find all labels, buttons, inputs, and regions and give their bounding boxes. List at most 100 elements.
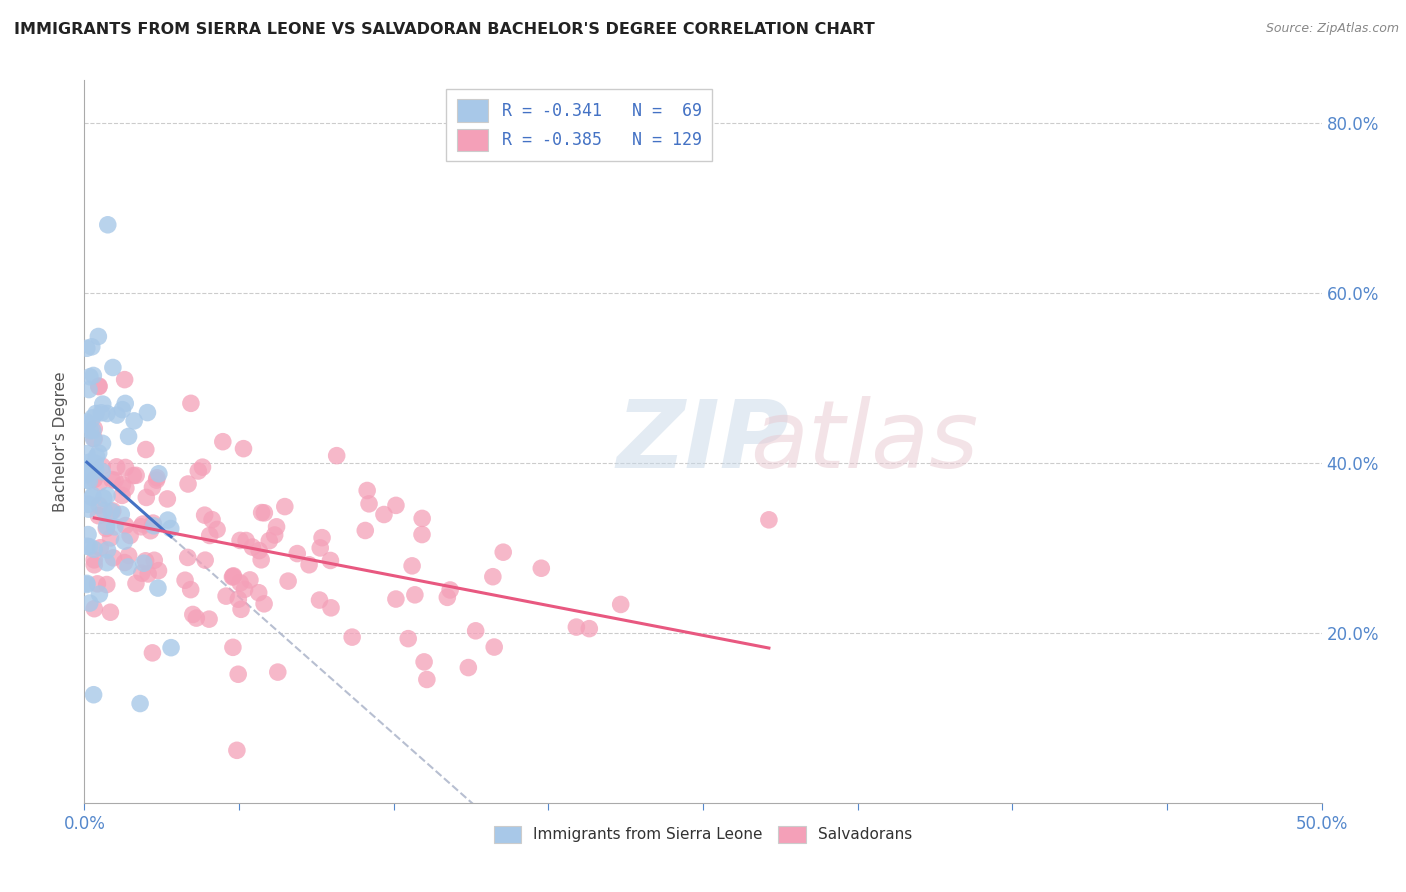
Point xyxy=(325,449,347,463)
Point xyxy=(101,473,124,487)
Point xyxy=(222,569,245,583)
Point xyxy=(436,591,458,605)
Point xyxy=(91,397,114,411)
Point xyxy=(114,534,136,549)
Point xyxy=(93,503,115,517)
Point xyxy=(373,508,395,522)
Point xyxy=(142,516,165,530)
Point xyxy=(96,519,118,533)
Point xyxy=(191,460,214,475)
Point xyxy=(609,598,631,612)
Point xyxy=(80,340,103,354)
Point xyxy=(93,491,115,505)
Point xyxy=(77,497,100,511)
Point xyxy=(340,630,363,644)
Point xyxy=(96,407,118,421)
Point xyxy=(79,424,101,438)
Point xyxy=(198,612,221,626)
Point xyxy=(117,429,139,443)
Point xyxy=(110,508,132,522)
Point xyxy=(82,431,104,445)
Point xyxy=(385,592,408,607)
Point xyxy=(357,497,380,511)
Point xyxy=(96,522,118,536)
Text: Source: ZipAtlas.com: Source: ZipAtlas.com xyxy=(1265,22,1399,36)
Point xyxy=(319,600,342,615)
Point xyxy=(253,506,276,520)
Point xyxy=(83,558,105,572)
Point xyxy=(90,406,112,420)
Point xyxy=(96,543,118,558)
Point xyxy=(86,577,108,591)
Point xyxy=(222,640,245,655)
Point xyxy=(174,573,197,587)
Point xyxy=(186,611,208,625)
Point xyxy=(86,450,108,464)
Point xyxy=(77,502,100,516)
Point xyxy=(228,592,250,607)
Point xyxy=(396,632,419,646)
Point xyxy=(319,553,342,567)
Point xyxy=(135,491,157,505)
Point xyxy=(221,570,243,584)
Point xyxy=(83,688,105,702)
Point xyxy=(285,547,308,561)
Point xyxy=(83,553,105,567)
Point xyxy=(76,415,98,429)
Point xyxy=(309,541,332,555)
Point xyxy=(120,528,142,542)
Point xyxy=(104,520,127,534)
Point xyxy=(141,646,163,660)
Point xyxy=(101,360,124,375)
Point xyxy=(76,576,98,591)
Point xyxy=(530,561,553,575)
Point xyxy=(122,414,145,428)
Point xyxy=(250,506,273,520)
Point xyxy=(76,464,98,478)
Point xyxy=(194,553,217,567)
Point xyxy=(84,456,107,470)
Point xyxy=(259,533,281,548)
Point xyxy=(233,582,256,597)
Point xyxy=(145,473,167,487)
Point xyxy=(401,558,423,573)
Point xyxy=(180,396,202,410)
Point xyxy=(187,464,209,478)
Point xyxy=(250,553,273,567)
Point xyxy=(404,588,426,602)
Point xyxy=(83,432,105,446)
Point xyxy=(87,508,110,523)
Point xyxy=(758,513,780,527)
Point xyxy=(267,665,290,679)
Point xyxy=(229,602,252,616)
Point xyxy=(96,489,118,503)
Point xyxy=(308,593,330,607)
Point xyxy=(136,406,159,420)
Point xyxy=(263,528,285,542)
Point xyxy=(105,408,128,422)
Point xyxy=(160,640,183,655)
Point xyxy=(177,550,200,565)
Point xyxy=(122,468,145,483)
Point xyxy=(91,465,114,479)
Point xyxy=(492,545,515,559)
Point xyxy=(139,524,162,538)
Point xyxy=(411,511,433,525)
Point xyxy=(274,500,297,514)
Point xyxy=(84,407,107,421)
Point xyxy=(136,566,159,581)
Point xyxy=(141,480,163,494)
Point xyxy=(131,566,153,581)
Point xyxy=(132,517,155,532)
Point xyxy=(79,540,101,554)
Point xyxy=(82,368,104,383)
Point xyxy=(79,455,101,469)
Point xyxy=(79,596,101,610)
Point xyxy=(125,576,148,591)
Text: IMMIGRANTS FROM SIERRA LEONE VS SALVADORAN BACHELOR'S DEGREE CORRELATION CHART: IMMIGRANTS FROM SIERRA LEONE VS SALVADOR… xyxy=(14,22,875,37)
Point xyxy=(129,520,152,534)
Point xyxy=(114,556,136,570)
Point xyxy=(76,473,98,487)
Point xyxy=(96,577,118,591)
Point xyxy=(411,527,433,541)
